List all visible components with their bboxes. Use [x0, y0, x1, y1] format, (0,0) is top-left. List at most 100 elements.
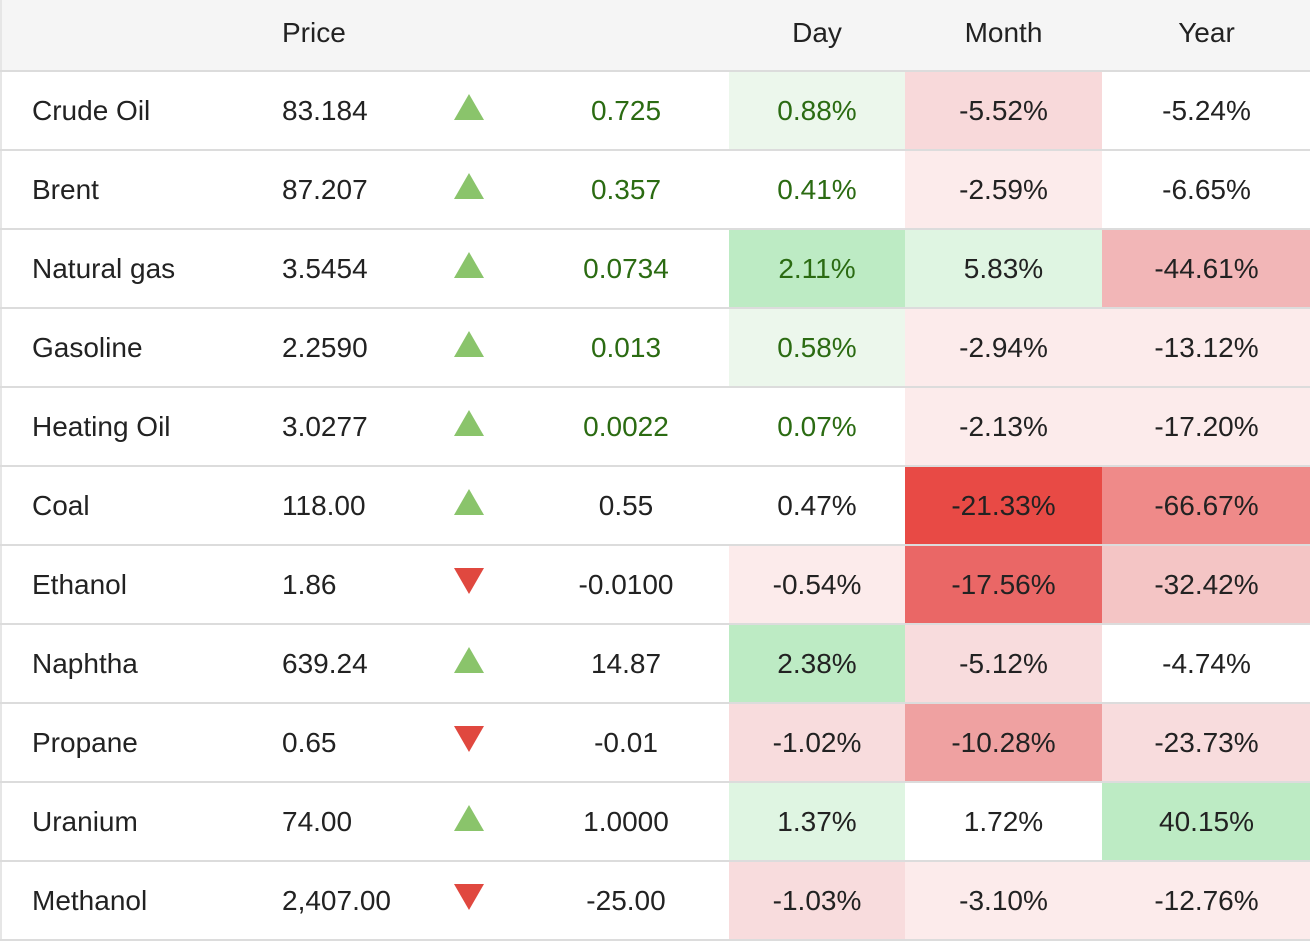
day-change-cell: 0.47% — [729, 466, 905, 546]
change-cell: 0.55 — [523, 466, 729, 546]
arrow-up-icon — [454, 94, 484, 120]
arrow-down-icon — [454, 884, 484, 910]
month-change-cell: 1.72% — [905, 782, 1102, 862]
change-cell: 0.013 — [523, 308, 729, 388]
month-change-cell: -2.59% — [905, 150, 1102, 230]
year-change-cell: -5.24% — [1102, 71, 1310, 151]
year-change-cell: 40.15% — [1102, 782, 1310, 862]
commodity-name-link[interactable]: Naphtha — [1, 624, 250, 704]
direction-cell — [415, 71, 523, 151]
month-change-cell: -2.13% — [905, 387, 1102, 467]
price-cell: 87.207 — [250, 150, 415, 230]
direction-cell — [415, 229, 523, 309]
day-change-cell: 1.37% — [729, 782, 905, 862]
table-row[interactable]: Brent 87.207 0.357 0.41% -2.59% -6.65% — [1, 150, 1310, 230]
arrow-up-icon — [454, 489, 484, 515]
change-cell: 0.0022 — [523, 387, 729, 467]
direction-cell — [415, 545, 523, 625]
direction-cell — [415, 782, 523, 862]
day-change-cell: -1.02% — [729, 703, 905, 783]
change-cell: -0.0100 — [523, 545, 729, 625]
year-change-cell: -13.12% — [1102, 308, 1310, 388]
day-change-cell: 0.41% — [729, 150, 905, 230]
day-change-cell: 2.11% — [729, 229, 905, 309]
arrow-up-icon — [454, 331, 484, 357]
change-cell: 1.0000 — [523, 782, 729, 862]
table-row[interactable]: Heating Oil 3.0277 0.0022 0.07% -2.13% -17.20… — [1, 387, 1310, 467]
year-change-cell: -17.20% — [1102, 387, 1310, 467]
direction-cell — [415, 308, 523, 388]
day-change-cell: 0.88% — [729, 71, 905, 151]
month-change-cell: -3.10% — [905, 861, 1102, 941]
price-cell: 118.00 — [250, 466, 415, 546]
year-change-cell: -32.42% — [1102, 545, 1310, 625]
arrow-up-icon — [454, 410, 484, 436]
arrow-down-icon — [454, 568, 484, 594]
day-change-cell: 2.38% — [729, 624, 905, 704]
commodity-name-link[interactable]: Brent — [1, 150, 250, 230]
day-change-cell: 0.58% — [729, 308, 905, 388]
table-row[interactable]: Propane 0.65 -0.01 -1.02% -10.28% -23.73% — [1, 703, 1310, 783]
header-month[interactable]: Month — [905, 0, 1102, 72]
month-change-cell: -10.28% — [905, 703, 1102, 783]
commodity-name-link[interactable]: Methanol — [1, 861, 250, 941]
direction-cell — [415, 624, 523, 704]
table-row[interactable]: Coal 118.00 0.55 0.47% -21.33% -66.67% — [1, 466, 1310, 546]
commodity-name-link[interactable]: Gasoline — [1, 308, 250, 388]
direction-cell — [415, 150, 523, 230]
arrow-up-icon — [454, 252, 484, 278]
direction-cell — [415, 466, 523, 546]
table-header-row: Price Day Month Year — [1, 0, 1310, 72]
arrow-up-icon — [454, 647, 484, 673]
price-cell: 74.00 — [250, 782, 415, 862]
year-change-cell: -23.73% — [1102, 703, 1310, 783]
direction-cell — [415, 703, 523, 783]
price-cell: 3.5454 — [250, 229, 415, 309]
table-row[interactable]: Crude Oil 83.184 0.725 0.88% -5.52% -5.24% — [1, 71, 1310, 151]
change-cell: 0.0734 — [523, 229, 729, 309]
commodity-name-link[interactable]: Heating Oil — [1, 387, 250, 467]
arrow-up-icon — [454, 805, 484, 831]
commodity-name-link[interactable]: Ethanol — [1, 545, 250, 625]
table-row[interactable]: Methanol 2,407.00 -25.00 -1.03% -3.10% -12.76… — [1, 861, 1310, 941]
header-name[interactable] — [1, 0, 250, 72]
day-change-cell: -0.54% — [729, 545, 905, 625]
price-cell: 1.86 — [250, 545, 415, 625]
header-year[interactable]: Year — [1102, 0, 1310, 72]
year-change-cell: -4.74% — [1102, 624, 1310, 704]
month-change-cell: -5.12% — [905, 624, 1102, 704]
header-day[interactable]: Day — [729, 0, 905, 72]
table-row[interactable]: Ethanol 1.86 -0.0100 -0.54% -17.56% -32.42% — [1, 545, 1310, 625]
price-cell: 2,407.00 — [250, 861, 415, 941]
header-change[interactable] — [523, 0, 729, 72]
commodity-name-link[interactable]: Crude Oil — [1, 71, 250, 151]
year-change-cell: -6.65% — [1102, 150, 1310, 230]
change-cell: 14.87 — [523, 624, 729, 704]
month-change-cell: -21.33% — [905, 466, 1102, 546]
direction-cell — [415, 387, 523, 467]
commodity-name-link[interactable]: Natural gas — [1, 229, 250, 309]
commodity-name-link[interactable]: Propane — [1, 703, 250, 783]
year-change-cell: -66.67% — [1102, 466, 1310, 546]
table-row[interactable]: Gasoline 2.2590 0.013 0.58% -2.94% -13.12% — [1, 308, 1310, 388]
arrow-up-icon — [454, 173, 484, 199]
day-change-cell: 0.07% — [729, 387, 905, 467]
price-cell: 639.24 — [250, 624, 415, 704]
year-change-cell: -44.61% — [1102, 229, 1310, 309]
change-cell: -0.01 — [523, 703, 729, 783]
header-price[interactable]: Price — [250, 0, 415, 72]
price-cell: 3.0277 — [250, 387, 415, 467]
table-row[interactable]: Uranium 74.00 1.0000 1.37% 1.72% 40.15% — [1, 782, 1310, 862]
month-change-cell: -2.94% — [905, 308, 1102, 388]
table-row[interactable]: Natural gas 3.5454 0.0734 2.11% 5.83% -44.61% — [1, 229, 1310, 309]
month-change-cell: -17.56% — [905, 545, 1102, 625]
arrow-down-icon — [454, 726, 484, 752]
table-row[interactable]: Naphtha 639.24 14.87 2.38% -5.12% -4.74% — [1, 624, 1310, 704]
commodity-name-link[interactable]: Coal — [1, 466, 250, 546]
change-cell: 0.725 — [523, 71, 729, 151]
change-cell: 0.357 — [523, 150, 729, 230]
day-change-cell: -1.03% — [729, 861, 905, 941]
header-arrow — [415, 0, 523, 72]
commodity-name-link[interactable]: Uranium — [1, 782, 250, 862]
